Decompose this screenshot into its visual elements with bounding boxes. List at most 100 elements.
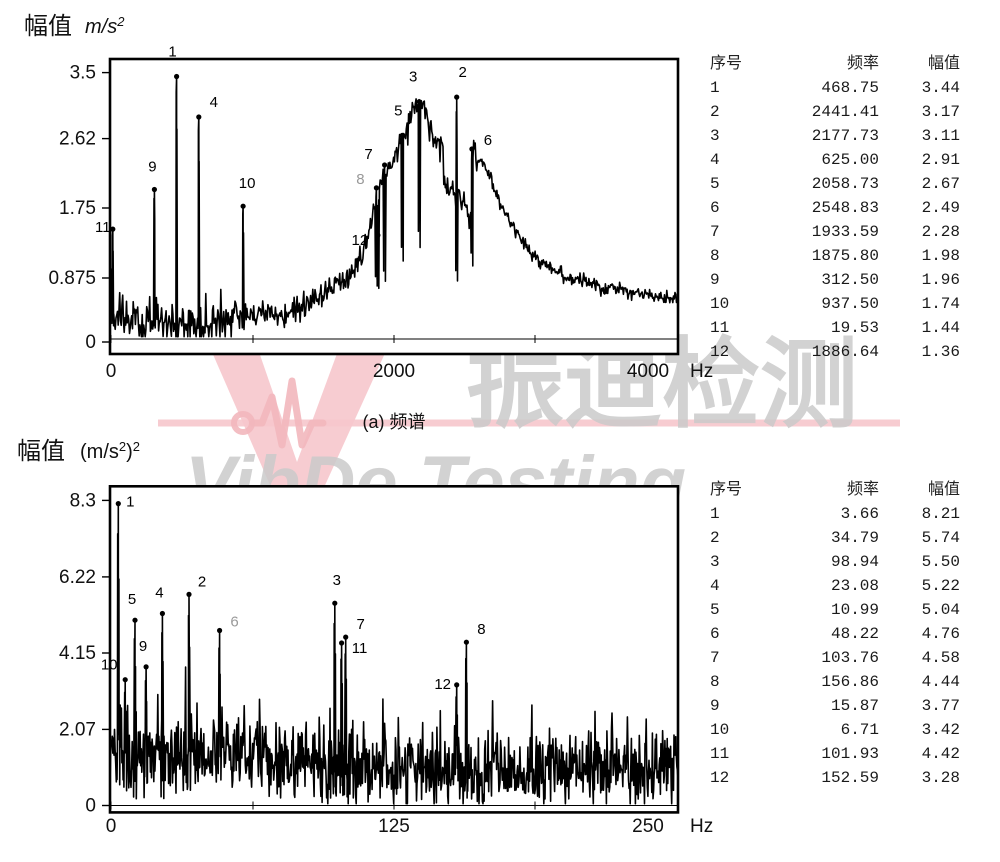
svg-text:3.66: 3.66 bbox=[841, 505, 879, 523]
svg-text:4: 4 bbox=[155, 585, 163, 602]
svg-text:8: 8 bbox=[710, 673, 720, 691]
svg-text:5: 5 bbox=[710, 601, 720, 619]
svg-text:9: 9 bbox=[710, 271, 720, 289]
svg-text:10: 10 bbox=[239, 175, 256, 192]
svg-text:7: 7 bbox=[710, 223, 720, 241]
svg-text:4.15: 4.15 bbox=[59, 643, 96, 664]
svg-text:0: 0 bbox=[85, 332, 96, 353]
svg-text:15.87: 15.87 bbox=[831, 697, 879, 715]
svg-text:2548.83: 2548.83 bbox=[812, 199, 879, 217]
svg-text:4: 4 bbox=[710, 151, 720, 169]
svg-text:10.99: 10.99 bbox=[831, 601, 879, 619]
svg-text:2: 2 bbox=[710, 103, 720, 121]
svg-text:10: 10 bbox=[101, 657, 118, 674]
svg-text:12: 12 bbox=[352, 232, 369, 249]
svg-text:1.75: 1.75 bbox=[59, 198, 96, 219]
svg-text:3.5: 3.5 bbox=[70, 63, 96, 84]
svg-text:101.93: 101.93 bbox=[821, 745, 879, 763]
svg-text:4: 4 bbox=[710, 577, 720, 595]
svg-text:3.11: 3.11 bbox=[922, 127, 960, 145]
svg-text:152.59: 152.59 bbox=[821, 769, 879, 787]
svg-text:10: 10 bbox=[710, 295, 729, 313]
svg-text:3: 3 bbox=[409, 69, 417, 86]
svg-text:8: 8 bbox=[356, 171, 364, 188]
svg-text:1886.64: 1886.64 bbox=[812, 343, 879, 361]
svg-text:6: 6 bbox=[484, 132, 492, 149]
svg-text:2000: 2000 bbox=[373, 361, 415, 382]
svg-text:1: 1 bbox=[126, 494, 134, 511]
svg-text:5.22: 5.22 bbox=[922, 577, 960, 595]
svg-text:7: 7 bbox=[357, 616, 365, 633]
svg-text:103.76: 103.76 bbox=[821, 649, 879, 667]
svg-text:Hz: Hz bbox=[690, 361, 713, 382]
svg-text:6: 6 bbox=[710, 199, 720, 217]
svg-text:3.77: 3.77 bbox=[922, 697, 960, 715]
svg-text:625.00: 625.00 bbox=[821, 151, 879, 169]
svg-text:9: 9 bbox=[148, 159, 156, 176]
svg-text:1: 1 bbox=[710, 79, 720, 97]
svg-text:3.44: 3.44 bbox=[922, 79, 960, 97]
svg-text:5: 5 bbox=[128, 591, 136, 608]
svg-text:序号: 序号 bbox=[710, 480, 742, 499]
svg-text:48.22: 48.22 bbox=[831, 625, 879, 643]
svg-text:2: 2 bbox=[198, 573, 206, 590]
svg-text:2: 2 bbox=[459, 64, 467, 81]
svg-text:19.53: 19.53 bbox=[831, 319, 879, 337]
svg-text:4000: 4000 bbox=[627, 361, 669, 382]
svg-text:1875.80: 1875.80 bbox=[812, 247, 879, 265]
svg-text:11: 11 bbox=[95, 219, 111, 236]
svg-text:2177.73: 2177.73 bbox=[812, 127, 879, 145]
svg-text:4.76: 4.76 bbox=[922, 625, 960, 643]
svg-text:2: 2 bbox=[710, 529, 720, 547]
svg-text:0: 0 bbox=[106, 816, 117, 837]
svg-text:4.44: 4.44 bbox=[922, 673, 960, 691]
svg-text:(m/s2)2: (m/s2)2 bbox=[80, 439, 140, 464]
svg-text:2441.41: 2441.41 bbox=[812, 103, 879, 121]
svg-text:1.98: 1.98 bbox=[922, 247, 960, 265]
svg-text:3: 3 bbox=[710, 553, 720, 571]
svg-text:Hz: Hz bbox=[690, 816, 713, 837]
svg-text:频率: 频率 bbox=[847, 54, 879, 73]
svg-text:3.28: 3.28 bbox=[922, 769, 960, 787]
svg-text:m/s2: m/s2 bbox=[85, 14, 125, 39]
svg-text:3: 3 bbox=[333, 572, 341, 589]
svg-text:(a) 频谱: (a) 频谱 bbox=[363, 412, 426, 432]
svg-text:1: 1 bbox=[168, 44, 176, 61]
svg-text:2.07: 2.07 bbox=[59, 719, 96, 740]
svg-text:11: 11 bbox=[710, 319, 729, 337]
svg-text:156.86: 156.86 bbox=[821, 673, 879, 691]
svg-text:频率: 频率 bbox=[847, 480, 879, 499]
svg-text:2.49: 2.49 bbox=[922, 199, 960, 217]
svg-text:2.28: 2.28 bbox=[922, 223, 960, 241]
svg-text:11: 11 bbox=[352, 640, 368, 657]
svg-text:34.79: 34.79 bbox=[831, 529, 879, 547]
svg-text:1933.59: 1933.59 bbox=[812, 223, 879, 241]
svg-text:12: 12 bbox=[434, 676, 451, 693]
svg-text:5.74: 5.74 bbox=[922, 529, 960, 547]
svg-text:98.94: 98.94 bbox=[831, 553, 879, 571]
svg-text:1.44: 1.44 bbox=[922, 319, 960, 337]
svg-text:1.74: 1.74 bbox=[922, 295, 960, 313]
svg-text:8: 8 bbox=[477, 621, 485, 638]
svg-text:9: 9 bbox=[139, 638, 147, 655]
svg-text:8.3: 8.3 bbox=[70, 490, 96, 511]
svg-text:2.91: 2.91 bbox=[922, 151, 960, 169]
svg-text:11: 11 bbox=[710, 745, 729, 763]
svg-text:3.42: 3.42 bbox=[922, 721, 960, 739]
svg-text:8: 8 bbox=[710, 247, 720, 265]
svg-text:125: 125 bbox=[378, 816, 410, 837]
svg-text:12: 12 bbox=[710, 769, 729, 787]
svg-text:5: 5 bbox=[394, 102, 402, 119]
svg-text:幅值: 幅值 bbox=[928, 54, 960, 73]
svg-text:4.58: 4.58 bbox=[922, 649, 960, 667]
svg-text:幅值: 幅值 bbox=[928, 480, 960, 499]
svg-text:6: 6 bbox=[230, 614, 238, 631]
svg-text:468.75: 468.75 bbox=[821, 79, 879, 97]
svg-text:5: 5 bbox=[710, 175, 720, 193]
svg-text:1.96: 1.96 bbox=[922, 271, 960, 289]
svg-text:3: 3 bbox=[710, 127, 720, 145]
svg-text:10: 10 bbox=[710, 721, 729, 739]
svg-text:5.50: 5.50 bbox=[922, 553, 960, 571]
svg-text:2.67: 2.67 bbox=[922, 175, 960, 193]
svg-text:6.71: 6.71 bbox=[841, 721, 879, 739]
